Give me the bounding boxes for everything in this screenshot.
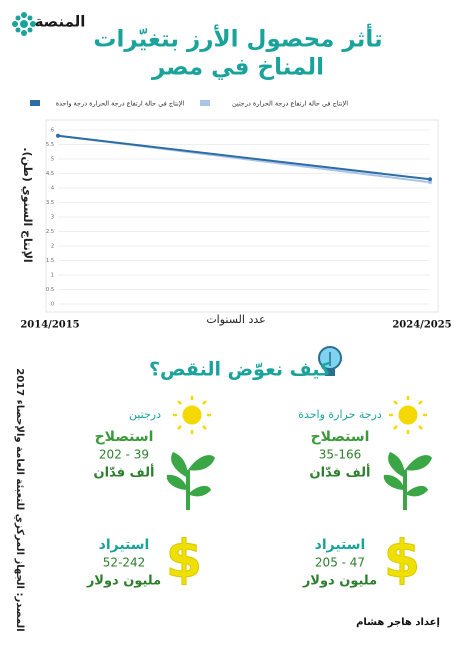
column-heading: درجتين bbox=[129, 408, 161, 421]
plant-icon bbox=[166, 452, 215, 510]
y-tick-label: 1.5 bbox=[46, 258, 54, 264]
sun-icon bbox=[173, 396, 211, 434]
bulb-icon bbox=[318, 346, 342, 376]
item-range: 35-166 bbox=[319, 448, 362, 462]
y-tick-label: 5.5 bbox=[46, 142, 54, 148]
item-label: استيراد bbox=[315, 537, 366, 553]
plant-icon bbox=[383, 452, 432, 510]
item-label: استصلاح bbox=[311, 429, 370, 445]
y-tick-label: 6 bbox=[51, 128, 54, 134]
column-heading: درجة حرارة واحدة bbox=[298, 408, 382, 421]
legend-swatch bbox=[30, 100, 40, 106]
dollar-icon: $ bbox=[384, 530, 420, 590]
data-point bbox=[56, 133, 60, 138]
legend-swatch bbox=[200, 100, 210, 106]
logo-text: المنصة bbox=[35, 13, 86, 31]
legend-label: الإنتاج في حالة ارتفاع درجة الحرارة درجة… bbox=[56, 100, 185, 108]
item-unit: ألف فدّان bbox=[94, 464, 155, 481]
x-tick-label: 2024/2025 bbox=[392, 320, 451, 331]
y-tick-label: 1 bbox=[51, 273, 54, 279]
y-tick-label: 2 bbox=[51, 244, 54, 250]
title-line: المناخ في مصر bbox=[151, 55, 324, 81]
logo-icon bbox=[12, 12, 36, 36]
line-chart: 0 0.5 1 1.5 2 2.5 3 3.5 4 4.5 5 5.5 6 الإنتاج في حالة… bbox=[20, 100, 451, 331]
item-unit: مليون دولار bbox=[86, 574, 161, 589]
y-tick-label: 3.5 bbox=[46, 200, 54, 206]
columns: درجة حرارة واحدة استصلاح 35-166 ألف فدّان اس… bbox=[86, 408, 382, 589]
y-tick-label: 2.5 bbox=[46, 229, 54, 235]
item-unit: مليون دولار bbox=[302, 574, 377, 589]
item-range: 202 - 39 bbox=[99, 448, 149, 462]
item-label: استصلاح bbox=[95, 429, 154, 445]
x-tick-label: 2014/2015 bbox=[20, 320, 79, 331]
y-tick-label: 0.5 bbox=[46, 287, 54, 293]
y-tick-label: 4.5 bbox=[46, 171, 54, 177]
data-point bbox=[428, 177, 432, 182]
x-axis-title: عدد السنوات bbox=[206, 313, 265, 326]
section-title: كيف نعوّض النقص؟ bbox=[149, 359, 332, 381]
source: المصدر: الجهاز المركزي للتعبئة العامة وا… bbox=[14, 368, 25, 631]
title-line: تأثر محصول الأرز بتغيّرات bbox=[93, 23, 382, 53]
y-tick-label: 5 bbox=[51, 157, 54, 163]
y-axis-title: الإنتاج السنوي (طن). bbox=[20, 147, 34, 262]
plot-frame bbox=[45, 119, 439, 313]
dollar-icon: $ bbox=[166, 530, 202, 590]
item-range: 52-242 bbox=[103, 556, 146, 570]
legend-label: الإنتاج في حالة ارتفاع درجة الحرارة درجت… bbox=[232, 100, 348, 108]
sun-icon bbox=[389, 396, 427, 434]
data-point bbox=[428, 180, 432, 185]
item-unit: ألف فدّان bbox=[310, 464, 371, 481]
y-tick-label: 3 bbox=[51, 215, 54, 221]
credit: إعداد هاجر هشام bbox=[356, 617, 440, 628]
series-line bbox=[57, 134, 431, 181]
item-range: 205 - 47 bbox=[315, 556, 365, 570]
item-label: استيراد bbox=[99, 537, 150, 553]
y-tick-label: 0 bbox=[51, 302, 54, 308]
y-tick-label: 4 bbox=[51, 186, 54, 192]
